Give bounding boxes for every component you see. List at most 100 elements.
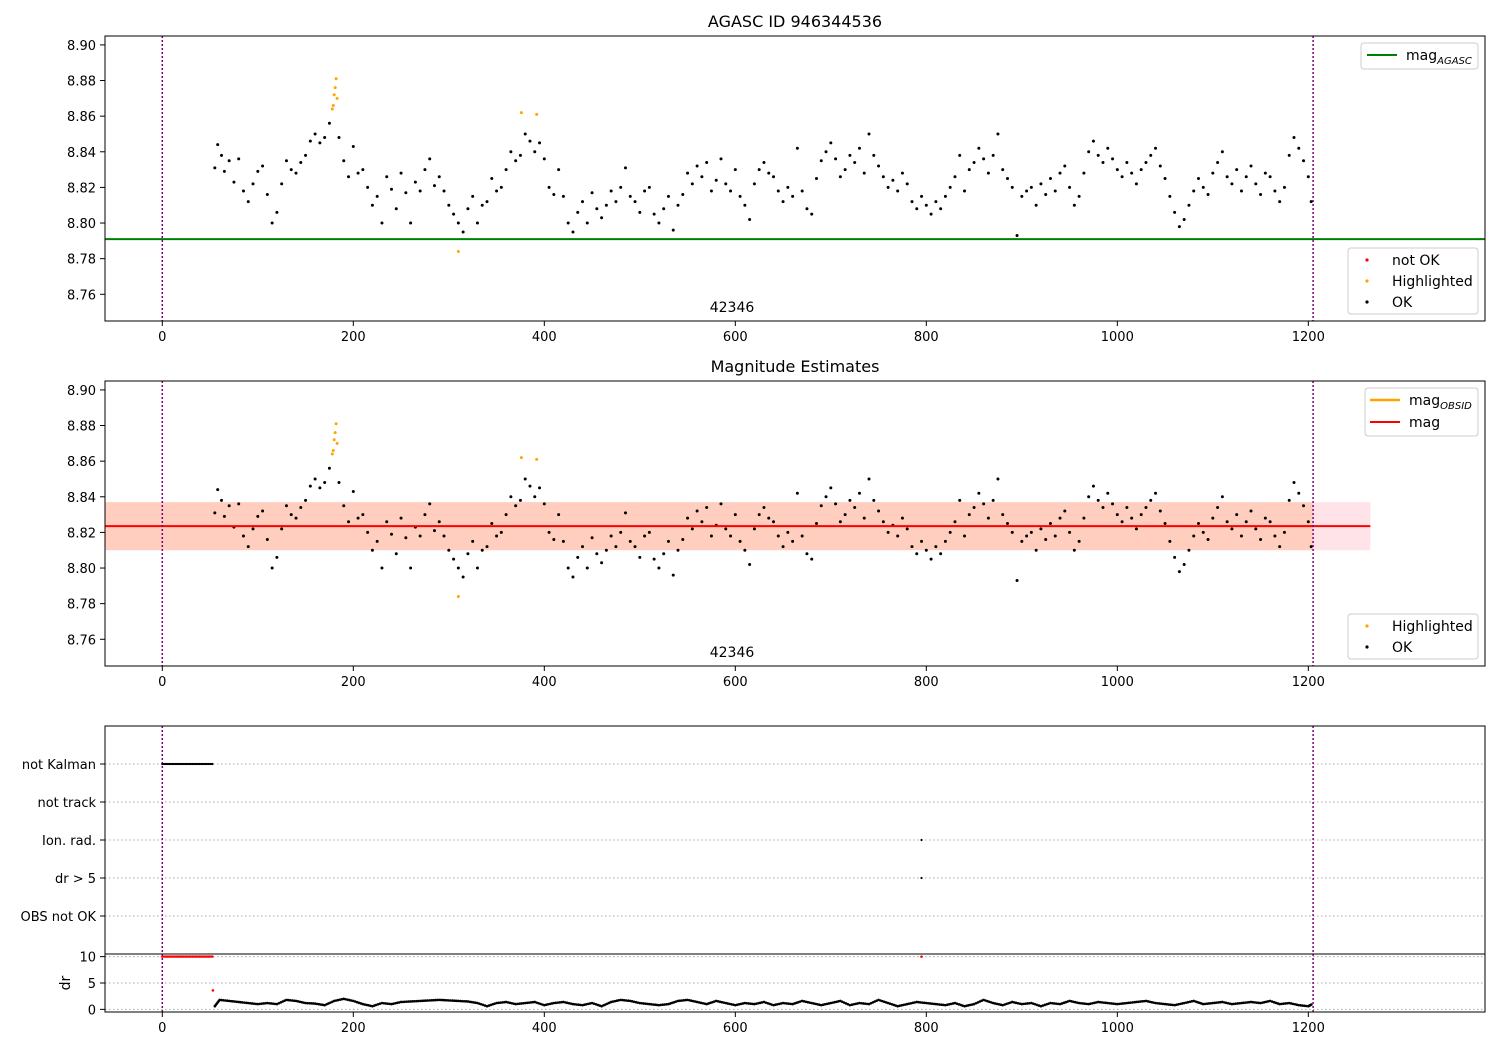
ok-point [824, 495, 828, 499]
ok-point [800, 534, 804, 538]
ok-point [729, 189, 733, 193]
ok-point [413, 180, 417, 184]
ok-point [538, 486, 542, 490]
ok-point [996, 132, 1000, 136]
dr-point [1280, 1002, 1283, 1006]
dr-point [1140, 1000, 1144, 1003]
ok-point [724, 182, 728, 186]
ok-point [232, 180, 236, 184]
ok-point [514, 159, 518, 163]
ok-point [1192, 189, 1196, 193]
highlighted-point [333, 86, 337, 90]
ok-point [1235, 168, 1239, 172]
ok-point [356, 171, 360, 175]
ok-point [1034, 203, 1038, 207]
ok-point [623, 166, 627, 170]
ok-point [318, 141, 322, 145]
dr-point [466, 1000, 470, 1003]
ok-point [294, 171, 298, 175]
x-tick-label: 800 [914, 330, 939, 345]
ok-point [461, 575, 465, 579]
ok-point [814, 177, 818, 180]
ok-point [666, 539, 670, 543]
ok-point [241, 534, 245, 538]
ok-point [1010, 530, 1014, 534]
ok-point [265, 538, 269, 542]
ok-point [227, 159, 231, 163]
ok-point [571, 575, 575, 579]
dr-point [233, 1000, 237, 1003]
dr-point [409, 1000, 412, 1003]
ok-point [1111, 157, 1115, 161]
dr-point [1114, 1002, 1117, 1006]
ok-point [380, 221, 384, 225]
ok-point [581, 545, 585, 549]
dr-point [663, 1003, 666, 1006]
ok-point [528, 484, 532, 488]
ok-point [270, 566, 274, 570]
ok-point [1230, 527, 1234, 531]
ok-point [600, 561, 604, 565]
ok-point [724, 527, 728, 531]
dr-point [1286, 1001, 1289, 1005]
ok-point [1173, 555, 1177, 559]
ok-point [752, 182, 756, 186]
ok-point [375, 539, 379, 543]
ok-point [1154, 491, 1158, 495]
dr-point [858, 1001, 861, 1005]
x-tick-label: 200 [341, 675, 366, 690]
ok-point [920, 539, 924, 543]
dr-point [1247, 1000, 1251, 1004]
ok-point [237, 502, 241, 506]
ok-point [561, 194, 565, 198]
dr-point [386, 1002, 389, 1005]
legend-ok-label: OK [1392, 295, 1413, 311]
ok-point [542, 502, 546, 506]
ok-point [953, 520, 957, 524]
ok-point [934, 200, 938, 204]
dr-point [1083, 1002, 1087, 1005]
x-tick-label: 0 [158, 1021, 166, 1036]
ok-point [1306, 520, 1310, 524]
ok-point [499, 185, 503, 189]
ok-point [304, 498, 308, 502]
dr-point [1116, 1002, 1119, 1006]
dr-point [1303, 1004, 1306, 1008]
ok-point [456, 566, 460, 570]
dr-point [287, 998, 290, 1002]
dr-point [500, 1001, 504, 1004]
ok-point [399, 516, 403, 520]
ok-point [676, 548, 680, 552]
x-tick-label: 1000 [1101, 1021, 1134, 1036]
dr-point [1052, 1002, 1056, 1005]
dr-point [1299, 1004, 1302, 1007]
ok-point [270, 221, 274, 225]
highlighted-point [332, 93, 336, 97]
ok-point [810, 557, 814, 561]
legend-status-top: not OK Highlighted OK [1347, 247, 1479, 315]
ok-point [1168, 539, 1172, 543]
ok-point [499, 530, 503, 534]
dr-point [235, 1000, 239, 1004]
panel-agasc-frame [104, 35, 1486, 322]
dr-point [1135, 1000, 1138, 1004]
ok-point [251, 182, 255, 186]
x-tick-label: 1200 [1292, 675, 1325, 690]
ok-point [1201, 530, 1205, 534]
dr-point [222, 998, 225, 1002]
ok-point [220, 498, 224, 502]
dr-point [747, 1002, 750, 1005]
ok-point [1020, 194, 1024, 198]
ok-point [1309, 200, 1313, 204]
ok-point [986, 516, 990, 520]
ok-point [690, 182, 694, 186]
ok-point [1005, 522, 1009, 525]
ok-point [600, 216, 604, 220]
panel-dr-ylabel: dr [58, 975, 74, 990]
ok-point [915, 552, 919, 556]
ok-point [977, 491, 981, 495]
ok-point [471, 194, 475, 198]
ok-point [308, 139, 312, 143]
ok-point [1263, 171, 1267, 175]
